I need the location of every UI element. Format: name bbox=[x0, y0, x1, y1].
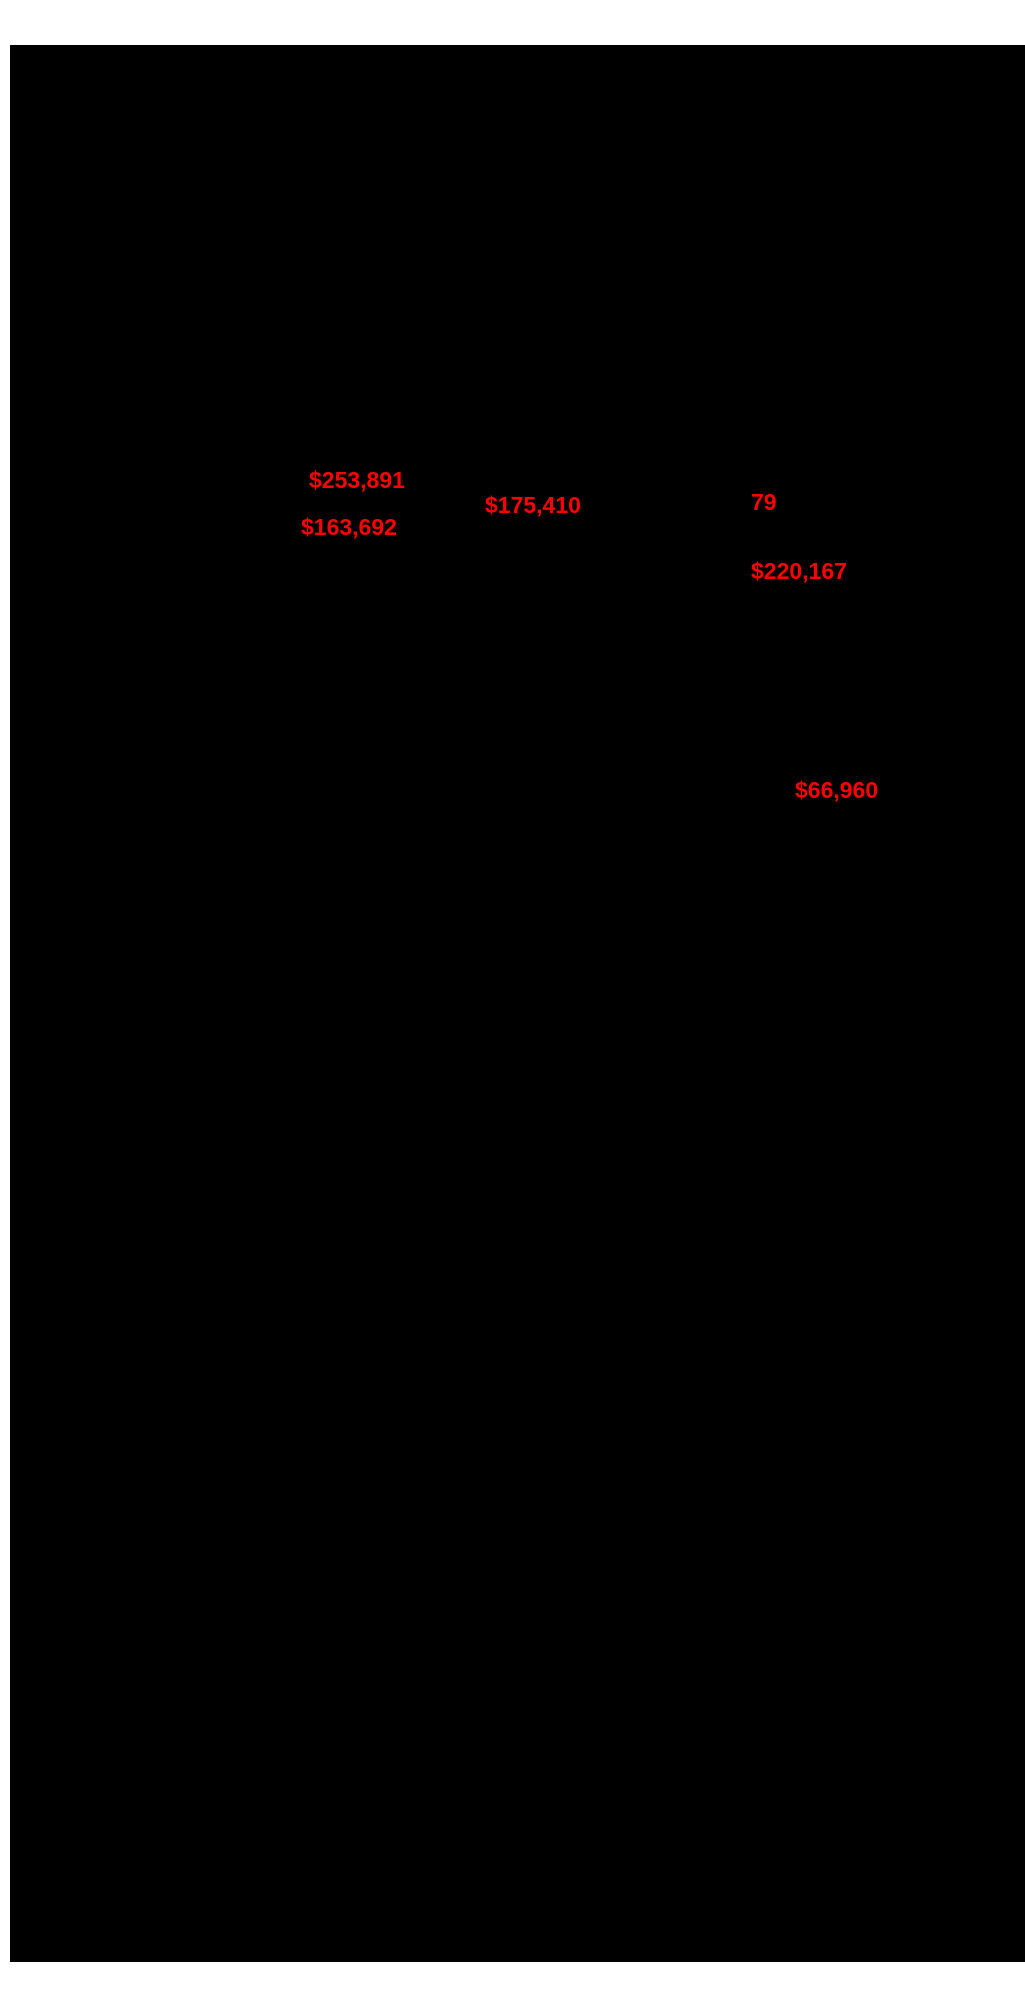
count-label: 79 bbox=[751, 489, 777, 515]
price-label: $175,410 bbox=[485, 492, 581, 518]
price-label: $253,891 bbox=[309, 467, 405, 493]
unrendered-content-region: $253,891 $163,692 $175,410 79 $220,167 $… bbox=[10, 45, 1025, 1962]
stat-label-group: 79 $220,167 bbox=[751, 445, 847, 629]
price-label: $220,167 bbox=[751, 558, 847, 584]
price-label: $66,960 bbox=[795, 777, 879, 803]
price-label: $163,692 bbox=[301, 514, 397, 540]
